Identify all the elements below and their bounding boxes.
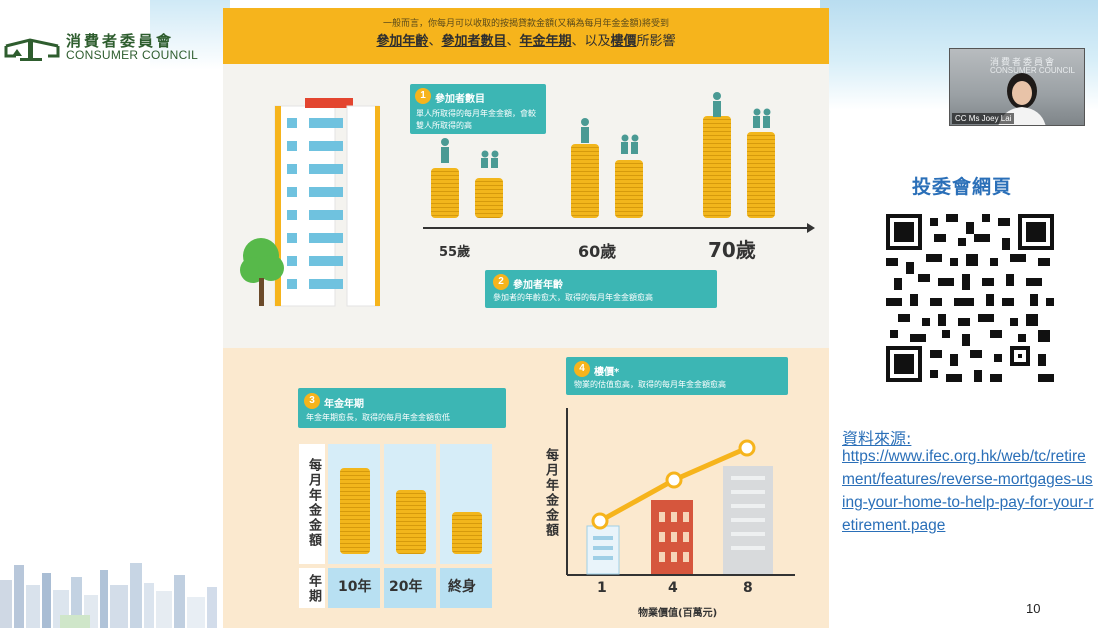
age-label-70: 70歲 [708,238,756,262]
info-box-title: 參加者年齡 [513,280,563,291]
age-label-60: 60歲 [578,242,617,261]
info-box-text: 年金年期愈長，取得的每月年金金額愈低 [306,413,450,422]
number-badge-1: 1 [415,88,431,104]
term-label-20: 20年 [389,579,423,595]
age-axis-arrow [423,223,815,233]
trend-point [591,512,609,530]
video-watermark-en: CONSUMER COUNCIL [990,66,1075,75]
info-box-title: 年金年期 [324,399,364,410]
trend-point [738,439,756,457]
info-box-title: 參加者數目 [435,94,485,105]
reverse-mortgage-infographic: 一般而言，你每月可以收取的按揭貸款金額(又稱為每月年金金額)將受到 參加年齡、參… [223,8,829,628]
chart-x-tick-8: 8 [743,580,753,596]
age-label-55: 55歲 [439,245,471,260]
qr-code[interactable] [886,214,1054,382]
info-box-age: 2 參加者年齡 參加者的年齡愈大，取得的每月年金金額愈高 [485,270,717,308]
info-box-text: 單人所取得的每月年金金額，會較雙人所取得的高 [416,109,536,130]
chart-x-tick-4: 4 [668,580,678,596]
term-side-label-period: 年期 [306,574,321,604]
participant-video-tile[interactable]: 消費者委員會 CONSUMER COUNCIL CC Ms Joey Lai [949,48,1085,126]
apartment-building-illustration [240,98,380,307]
logo-chinese-text: 消費者委員會 [66,32,175,50]
property-value-chart [566,408,795,576]
banner-subtitle: 一般而言，你每月可以收取的按揭貸款金額(又稱為每月年金金額)將受到 [382,19,670,29]
info-box-term: 3 年金年期 年金年期愈長，取得的每月年金金額愈低 [298,388,506,428]
city-skyline-decoration [0,563,217,628]
term-label-10: 10年 [338,579,372,595]
source-label-link[interactable]: 資料來源: [842,429,912,448]
trend-point [665,471,683,489]
elderly-people-icons [441,92,771,168]
ifec-webpage-title: 投委會網頁 [912,176,1013,198]
term-side-label-amount: 每月年金金額 [306,458,321,548]
info-box-participants: 1 參加者數目 單人所取得的每月年金金額，會較雙人所取得的高 [410,84,546,134]
chart-x-tick-1: 1 [597,580,607,596]
info-box-text: 參加者的年齡愈大，取得的每月年金金額愈高 [493,293,653,302]
chart-x-axis-label: 物業價值(百萬元) [638,608,718,619]
video-watermark-zh: 消費者委員會 [990,58,1057,68]
infographic-banner: 一般而言，你每月可以收取的按揭貸款金額(又稱為每月年金金額)將受到 參加年齡、參… [223,8,829,64]
video-participant-name: CC Ms Joey Lai [952,113,1015,124]
number-badge-3: 3 [304,393,320,409]
info-box-text: 物業的估值愈高，取得的每月年金金額愈高 [574,380,726,389]
source-url-link[interactable]: https://www.ifec.org.hk/web/tc/retiremen… [842,448,1094,534]
info-box-property-value: 4 樓價* 物業的估值愈高，取得的每月年金金額愈高 [566,357,788,395]
slide-page-number: 10 [1026,601,1041,616]
info-box-title: 樓價* [594,367,620,378]
consumer-council-logo: 消費者委員會 CONSUMER COUNCIL [4,30,204,64]
number-badge-2: 2 [493,274,509,290]
chart-y-axis-label: 每月年金金額 [543,448,558,538]
header-sky-decoration-left [150,0,230,70]
logo-english-text: CONSUMER COUNCIL [66,48,199,62]
scales-logo-icon [4,38,60,61]
number-badge-4: 4 [574,361,590,377]
term-label-life: 終身 [448,579,476,595]
banner-title: 參加年齡、參加者數目、年金年期、以及樓價所影響 [376,34,676,49]
